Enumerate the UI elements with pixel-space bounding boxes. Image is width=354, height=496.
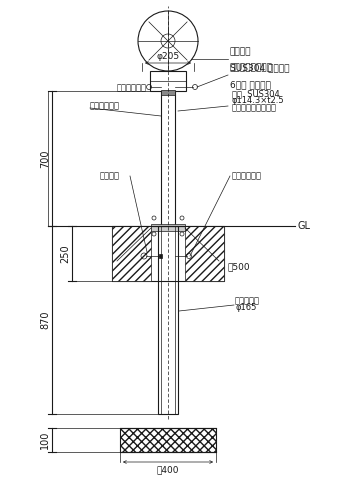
Text: キャップ: キャップ	[230, 47, 251, 56]
Bar	[161, 90, 175, 95]
Text: 700: 700	[40, 149, 50, 168]
Text: ヘアーライン仕上げ: ヘアーライン仕上げ	[232, 103, 277, 112]
Bar	[159, 254, 162, 258]
Bar	[112, 226, 151, 281]
Bar	[151, 224, 185, 231]
Bar	[150, 71, 186, 91]
Text: ワンタッチ錠: ワンタッチ錠	[232, 172, 262, 181]
Text: 100: 100	[40, 431, 50, 449]
Bar	[158, 226, 178, 414]
Bar	[161, 91, 175, 226]
Text: 口400: 口400	[157, 465, 179, 474]
Text: φ114.3×t2.5: φ114.3×t2.5	[232, 96, 285, 105]
Text: 250: 250	[60, 244, 70, 263]
Text: φ165: φ165	[235, 304, 256, 312]
Text: 6ミリ 電解研磨: 6ミリ 電解研磨	[230, 80, 271, 89]
Text: 六角キー: 六角キー	[100, 172, 120, 181]
Text: SUS304 バフ研磨: SUS304 バフ研磨	[230, 63, 290, 72]
Bar	[120, 428, 216, 452]
Bar	[185, 226, 224, 281]
Text: φ205: φ205	[156, 52, 179, 61]
Bar	[112, 226, 224, 281]
Text: 口500: 口500	[227, 263, 250, 272]
Text: 支柱  SUS304: 支柱 SUS304	[232, 89, 280, 98]
Text: 白反射テープ: 白反射テープ	[90, 102, 120, 111]
Text: 外側パイプ: 外側パイプ	[235, 297, 260, 306]
Bar	[161, 226, 175, 414]
Text: ステンレスクサリ: ステンレスクサリ	[230, 63, 273, 72]
Text: ゴムパッキン: ゴムパッキン	[117, 83, 147, 92]
Text: GL: GL	[298, 221, 311, 231]
Text: 870: 870	[40, 311, 50, 329]
